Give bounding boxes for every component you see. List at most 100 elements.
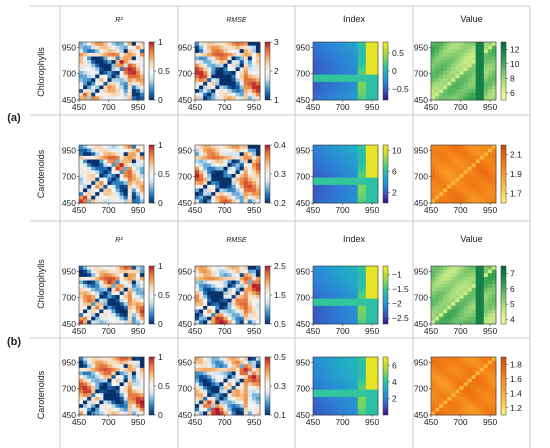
heatmap-cell: [244, 60, 248, 64]
heatmap-cell: [459, 302, 463, 306]
heatmap-cell: [484, 393, 488, 397]
heatmap-cell: [350, 60, 354, 64]
heatmap-cell: [476, 379, 480, 383]
heatmap-cell: [116, 361, 120, 365]
heatmap-cell: [244, 71, 248, 75]
heatmap-cell: [325, 397, 329, 401]
heatmap-cell: [195, 82, 199, 86]
heatmap-cell: [207, 401, 211, 405]
colorbar-tick-label: 0.5: [274, 352, 286, 362]
heatmap-cell: [476, 57, 480, 61]
heatmap-cell: [476, 382, 480, 386]
heatmap-cell: [443, 313, 447, 317]
heatmap-cell: [91, 189, 95, 193]
heatmap-cell: [459, 386, 463, 390]
heatmap-cell: [370, 364, 374, 368]
heatmap-cell: [321, 295, 325, 299]
heatmap-cell: [317, 281, 321, 285]
heatmap-cell: [91, 78, 95, 82]
heatmap-cell: [128, 170, 132, 174]
heatmap-cell: [337, 167, 341, 171]
heatmap-cell: [472, 284, 476, 288]
heatmap-cell: [219, 393, 223, 397]
heatmap-cell: [232, 67, 236, 71]
heatmap-cell: [244, 178, 248, 182]
heatmap-cell: [321, 67, 325, 71]
heatmap-cell: [252, 270, 256, 274]
heatmap-cell: [354, 46, 358, 50]
heatmap-cell: [451, 78, 455, 82]
heatmap-cell: [358, 192, 362, 196]
heatmap-cell: [103, 372, 107, 376]
heatmap-cell: [120, 46, 124, 50]
heatmap-cell: [99, 46, 103, 50]
heatmap-cell: [325, 266, 329, 270]
heatmap-cell: [107, 390, 111, 394]
heatmap-cell: [99, 302, 103, 306]
heatmap-cell: [435, 82, 439, 86]
heatmap-cell: [120, 75, 124, 79]
heatmap-cell: [484, 46, 488, 50]
heatmap-cell: [346, 93, 350, 97]
heatmap-cell: [455, 196, 459, 200]
colorbar-tick-label: 1: [158, 352, 163, 362]
heatmap-cell: [240, 196, 244, 200]
heatmap-cell: [236, 364, 240, 368]
heatmap-cell: [219, 357, 223, 361]
heatmap-cell: [451, 178, 455, 182]
heatmap-cell: [203, 71, 207, 75]
x-tick-label: 700: [101, 326, 115, 336]
heatmap-cell: [337, 178, 341, 182]
heatmap-cell: [362, 361, 366, 365]
heatmap-cell: [451, 145, 455, 149]
heatmap-cell: [341, 46, 345, 50]
heatmap-cell: [321, 364, 325, 368]
heatmap-cell: [484, 152, 488, 156]
heatmap-cell: [103, 266, 107, 270]
heatmap-cell: [132, 145, 136, 149]
heatmap-cell: [476, 270, 480, 274]
heatmap-cell: [223, 288, 227, 292]
heatmap-cell: [244, 306, 248, 310]
heatmap-cell: [435, 397, 439, 401]
heatmap-cell: [207, 86, 211, 90]
heatmap-cell: [472, 156, 476, 160]
heatmap-cell: [79, 404, 83, 408]
heatmap-cell: [333, 291, 337, 295]
heatmap-cell: [211, 170, 215, 174]
heatmap-cell: [346, 393, 350, 397]
heatmap-cell: [443, 317, 447, 321]
x-tick-label: 700: [101, 417, 115, 427]
heatmap-cell: [325, 288, 329, 292]
heatmap-cell: [195, 78, 199, 82]
heatmap-cell: [112, 57, 116, 61]
heatmap-cell: [337, 93, 341, 97]
heatmap-cell: [103, 156, 107, 160]
heatmap-cell: [459, 170, 463, 174]
heatmap-cell: [91, 93, 95, 97]
heatmap-cell: [341, 299, 345, 303]
heatmap-cell: [354, 302, 358, 306]
heatmap-cell: [464, 295, 468, 299]
heatmap-cell: [317, 390, 321, 394]
heatmap-cell: [128, 368, 132, 372]
heatmap-cell: [480, 192, 484, 196]
heatmap-panel: 450 700 950450700950 7654: [414, 266, 515, 336]
heatmap-cell: [358, 86, 362, 90]
heatmap-cell: [79, 149, 83, 153]
heatmap-cell: [195, 189, 199, 193]
heatmap-cell: [232, 375, 236, 379]
heatmap-cell: [136, 281, 140, 285]
heatmap-cell: [232, 361, 236, 365]
heatmap-cell: [232, 78, 236, 82]
heatmap-cell: [341, 78, 345, 82]
heatmap-cell: [468, 372, 472, 376]
heatmap-cell: [120, 364, 124, 368]
heatmap-cell: [346, 49, 350, 53]
heatmap-cell: [132, 57, 136, 61]
heatmap-cell: [431, 82, 435, 86]
heatmap-cell: [91, 408, 95, 412]
heatmap-cell: [124, 82, 128, 86]
heatmap-cell: [451, 53, 455, 57]
heatmap-cell: [83, 149, 87, 153]
